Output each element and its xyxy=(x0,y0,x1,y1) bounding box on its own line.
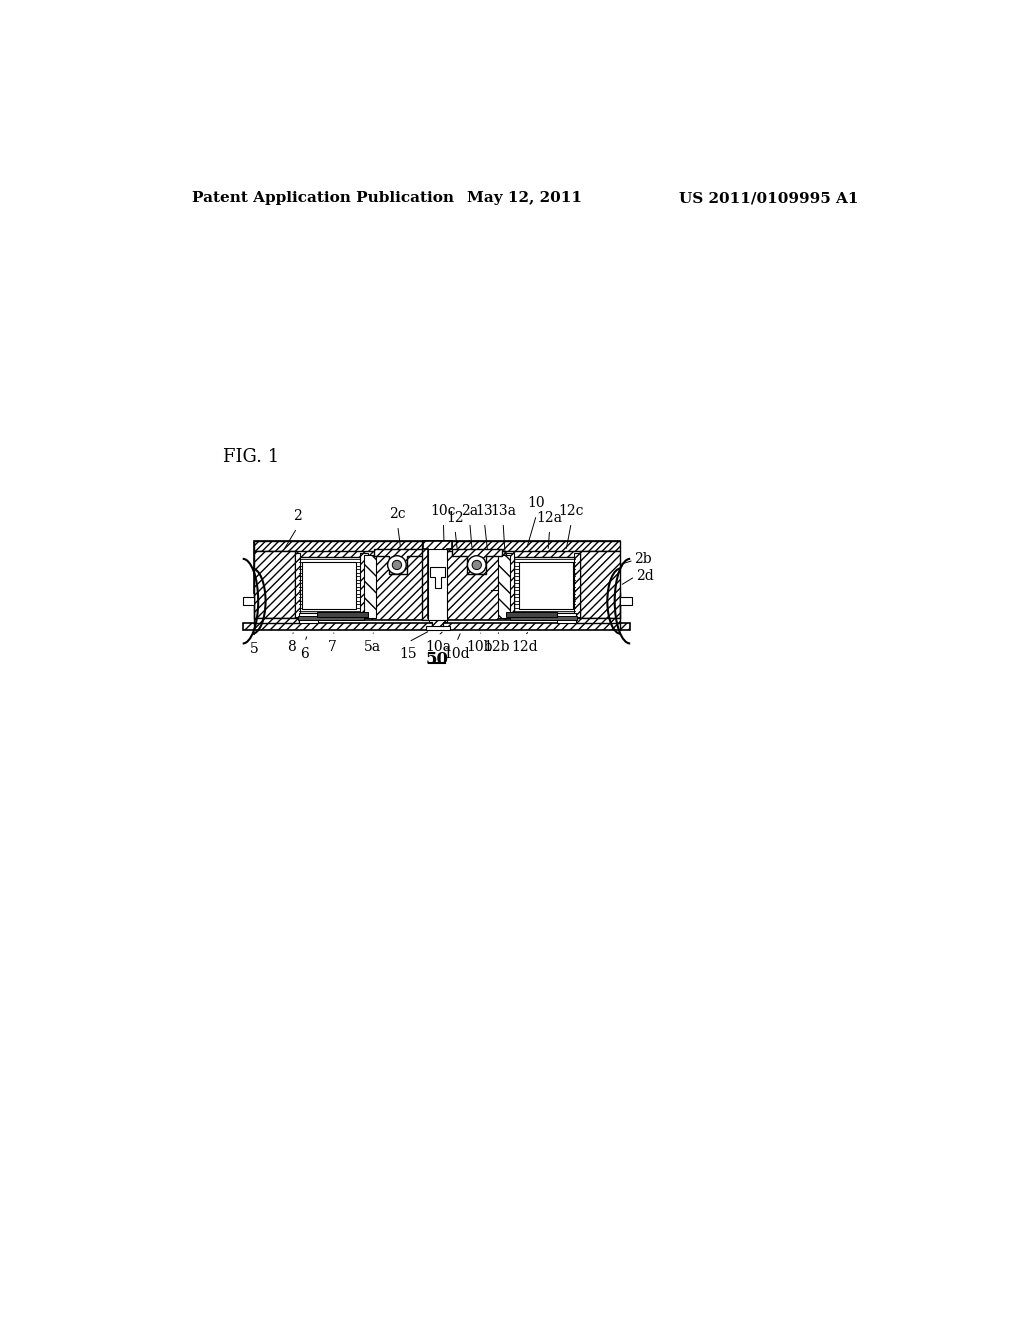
Circle shape xyxy=(467,556,486,574)
Text: 13a: 13a xyxy=(490,504,516,517)
Text: Patent Application Publication: Patent Application Publication xyxy=(191,191,454,206)
Text: 15: 15 xyxy=(399,647,418,660)
Text: US 2011/0109995 A1: US 2011/0109995 A1 xyxy=(679,191,858,206)
Text: 2b: 2b xyxy=(634,552,651,566)
Polygon shape xyxy=(302,562,356,609)
Text: 13: 13 xyxy=(476,504,494,517)
Polygon shape xyxy=(298,615,365,619)
Polygon shape xyxy=(299,557,360,612)
Polygon shape xyxy=(254,618,299,623)
Text: 6: 6 xyxy=(300,647,309,660)
Polygon shape xyxy=(317,612,369,616)
Text: 10a: 10a xyxy=(425,640,451,655)
Text: 2: 2 xyxy=(293,510,301,524)
Polygon shape xyxy=(514,557,575,612)
Polygon shape xyxy=(254,541,621,620)
Polygon shape xyxy=(254,541,621,552)
Polygon shape xyxy=(365,554,376,618)
Polygon shape xyxy=(621,598,632,605)
Polygon shape xyxy=(429,618,447,628)
Polygon shape xyxy=(423,541,452,618)
Polygon shape xyxy=(510,615,577,619)
Polygon shape xyxy=(299,612,317,623)
Text: 2a: 2a xyxy=(461,504,478,517)
Polygon shape xyxy=(506,612,557,616)
Text: 5a: 5a xyxy=(364,640,381,655)
Text: 5: 5 xyxy=(250,642,259,656)
Polygon shape xyxy=(359,553,369,618)
Text: FIG. 1: FIG. 1 xyxy=(222,449,279,466)
Polygon shape xyxy=(575,618,621,623)
Polygon shape xyxy=(557,612,575,623)
Text: 7: 7 xyxy=(328,640,337,655)
Polygon shape xyxy=(295,553,300,618)
Circle shape xyxy=(388,556,407,574)
Polygon shape xyxy=(452,549,502,574)
Text: 10d: 10d xyxy=(443,647,470,660)
Circle shape xyxy=(392,560,401,570)
Text: 12d: 12d xyxy=(511,640,539,655)
Polygon shape xyxy=(426,626,450,630)
Polygon shape xyxy=(423,541,452,630)
Polygon shape xyxy=(430,566,445,589)
Polygon shape xyxy=(254,552,295,618)
Polygon shape xyxy=(574,553,580,618)
Text: 12: 12 xyxy=(446,511,464,525)
Text: May 12, 2011: May 12, 2011 xyxy=(467,191,583,206)
Text: 10: 10 xyxy=(527,496,545,511)
Polygon shape xyxy=(243,598,254,605)
Text: 8: 8 xyxy=(287,640,296,655)
Text: 50: 50 xyxy=(426,651,449,668)
Text: 12c: 12c xyxy=(558,504,584,517)
Text: 2c: 2c xyxy=(389,507,406,521)
Text: 10c: 10c xyxy=(431,504,456,517)
Polygon shape xyxy=(506,553,514,618)
Polygon shape xyxy=(518,562,572,609)
Circle shape xyxy=(472,560,481,570)
Polygon shape xyxy=(580,552,621,618)
Polygon shape xyxy=(243,623,630,631)
Text: 12a: 12a xyxy=(537,511,562,525)
Text: 12b: 12b xyxy=(483,640,510,655)
Polygon shape xyxy=(428,549,447,620)
Polygon shape xyxy=(499,554,510,618)
Polygon shape xyxy=(374,549,423,574)
Text: 10b: 10b xyxy=(467,640,494,655)
Text: 2d: 2d xyxy=(636,569,653,582)
